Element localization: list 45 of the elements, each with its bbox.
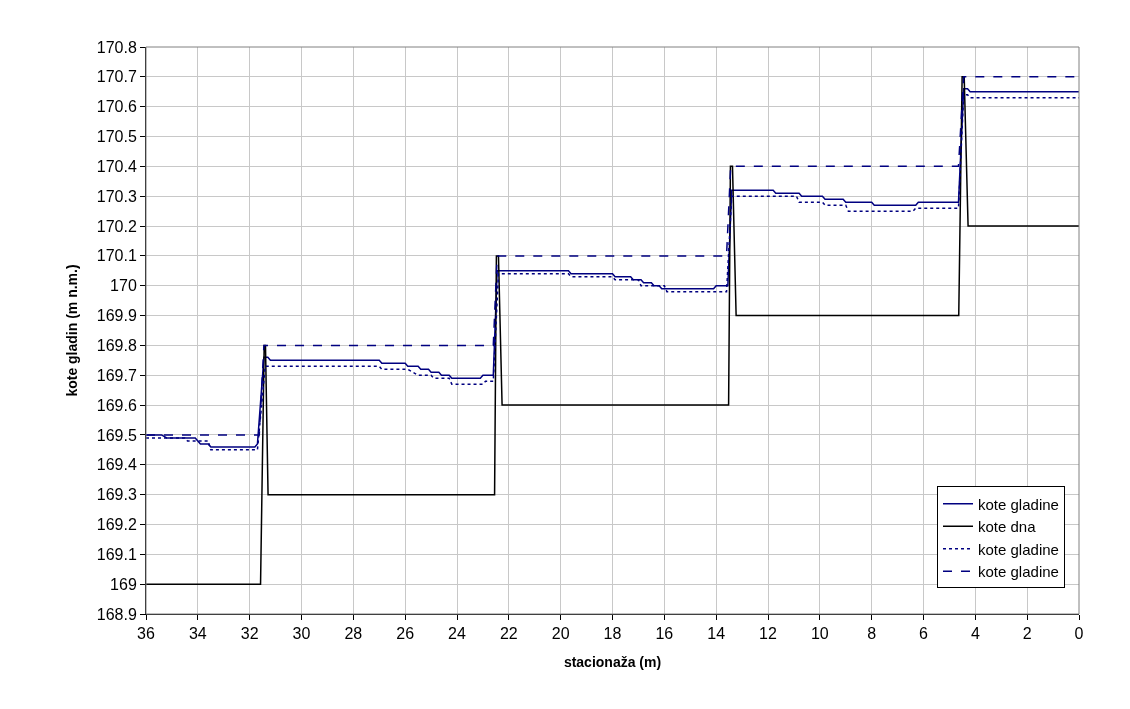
y-tick-label: 169.5 [96, 426, 137, 444]
y-tick-label: 170.6 [96, 98, 137, 116]
y-tick-label: 169.2 [96, 516, 137, 534]
y-tick-label: 170.2 [96, 217, 137, 235]
x-tick-label: 0 [1074, 625, 1084, 643]
x-tick-label: 12 [759, 625, 777, 643]
y-tick-label: 169.7 [96, 366, 137, 384]
legend-label: kote gladine [978, 563, 1059, 581]
legend-label: kote gladine [978, 495, 1059, 513]
y-tick-label: 170.1 [96, 247, 137, 265]
x-tick-label: 20 [551, 625, 570, 643]
y-tick-label: 170.3 [96, 187, 137, 205]
x-tick-label: 14 [707, 625, 726, 643]
y-tick-label: 169 [110, 575, 137, 593]
y-tick-label: 169.9 [96, 307, 137, 325]
x-tick-label: 8 [867, 625, 877, 643]
y-tick-label: 170 [110, 277, 137, 295]
x-tick-label: 34 [188, 625, 207, 643]
y-tick-label: 169.3 [96, 486, 137, 504]
y-tick-label: 170.8 [96, 38, 137, 56]
x-tick-label: 22 [499, 625, 518, 643]
x-tick-label: 32 [240, 625, 259, 643]
y-tick-label: 169.4 [96, 456, 137, 474]
x-tick-label: 18 [603, 625, 622, 643]
legend-label: kote gladine [978, 540, 1059, 558]
x-tick-label: 28 [344, 625, 363, 643]
y-tick-label: 168.9 [96, 605, 137, 623]
x-tick-label: 26 [396, 625, 415, 643]
y-tick-label: 169.8 [96, 337, 137, 355]
x-tick-label: 16 [655, 625, 674, 643]
y-tick-label: 170.5 [96, 128, 137, 146]
x-tick-label: 24 [448, 625, 466, 643]
x-tick-label: 30 [292, 625, 311, 643]
x-axis-title: stacionaža (m) [563, 653, 662, 670]
x-tick-label: 4 [970, 625, 980, 643]
x-tick-label: 2 [1022, 625, 1032, 643]
y-tick-label: 169.1 [96, 545, 137, 563]
y-axis-title: kote gladin (m n.m.) [64, 264, 81, 397]
legend-label: kote dna [978, 518, 1037, 536]
x-tick-label: 6 [919, 625, 929, 643]
x-tick-label: 36 [137, 625, 155, 643]
x-tick-label: 10 [810, 625, 829, 643]
y-tick-label: 170.4 [96, 157, 137, 175]
y-tick-label: 169.6 [96, 396, 137, 414]
y-tick-label: 170.7 [96, 68, 137, 86]
